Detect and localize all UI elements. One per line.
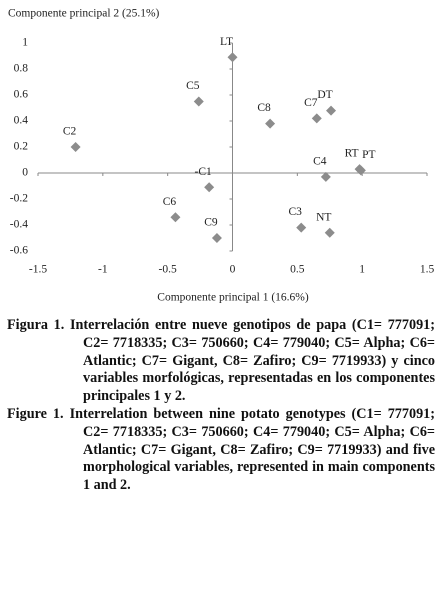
point — [265, 118, 276, 129]
point-label: C3 — [289, 206, 303, 218]
caption-en: Figure 1. Interrelation between nine pot… — [0, 406, 435, 495]
point — [320, 171, 331, 182]
y-tick-label: -0.4 — [10, 219, 28, 231]
point — [355, 165, 366, 176]
y-tick-label: 0.8 — [14, 63, 29, 75]
x-tick-label: 1.5 — [420, 264, 435, 276]
y-tick-label: 0.2 — [14, 141, 29, 153]
y-tick-label: 0.4 — [14, 115, 29, 127]
y-tick-label: 0.6 — [14, 89, 29, 101]
point-label: RT — [345, 148, 359, 160]
caption-label: Figura 1. — [7, 317, 65, 333]
point-label: C8 — [257, 102, 271, 114]
point — [311, 113, 322, 124]
x-tick-label: 0 — [230, 264, 236, 276]
point-label: C2 — [63, 126, 77, 138]
y-tick-label: -0.6 — [10, 245, 28, 257]
point-label: C6 — [163, 196, 177, 208]
point-label: LT — [220, 36, 233, 48]
point — [211, 233, 222, 243]
y-axis-title: Componente principal 2 (25.1%) — [8, 8, 160, 20]
point — [204, 182, 215, 193]
point — [170, 212, 181, 223]
caption-label: Figure 1. — [7, 405, 64, 422]
point-label: DT — [317, 89, 332, 101]
point — [326, 105, 337, 116]
x-tick-label: -1.5 — [29, 264, 47, 276]
caption-es: Figura 1. Interrelación entre nueve geno… — [0, 317, 435, 406]
point-label: C7 — [304, 97, 318, 109]
caption: Figura 1. Interrelación entre nueve geno… — [0, 317, 443, 495]
caption-text: Interrelation between nine potato genoty… — [69, 405, 436, 494]
caption-text: Interrelación entre nueve genotipos de p… — [70, 317, 435, 405]
x-tick-label: 1 — [359, 264, 365, 276]
x-tick-label: -0.5 — [159, 264, 177, 276]
point — [227, 52, 238, 63]
point-label: C4 — [313, 156, 327, 168]
point-label: PT — [362, 149, 375, 161]
point-label: C5 — [186, 80, 200, 92]
y-tick-label: 1 — [22, 37, 28, 49]
y-tick-label: -0.2 — [10, 193, 28, 205]
chart: Componente principal 2 (25.1%) Component… — [8, 8, 435, 304]
point — [324, 227, 335, 238]
y-tick-label: 0 — [22, 167, 28, 179]
point — [193, 96, 204, 107]
x-axis-title: Componente principal 1 (16.6%) — [157, 292, 309, 304]
point — [296, 222, 307, 233]
point-label: C9 — [204, 217, 218, 229]
point — [70, 142, 81, 152]
x-tick-label: -1 — [98, 264, 108, 276]
point-label: NT — [316, 211, 331, 223]
x-tick-label: 0.5 — [290, 264, 305, 276]
point-label: -C1 — [195, 166, 213, 178]
